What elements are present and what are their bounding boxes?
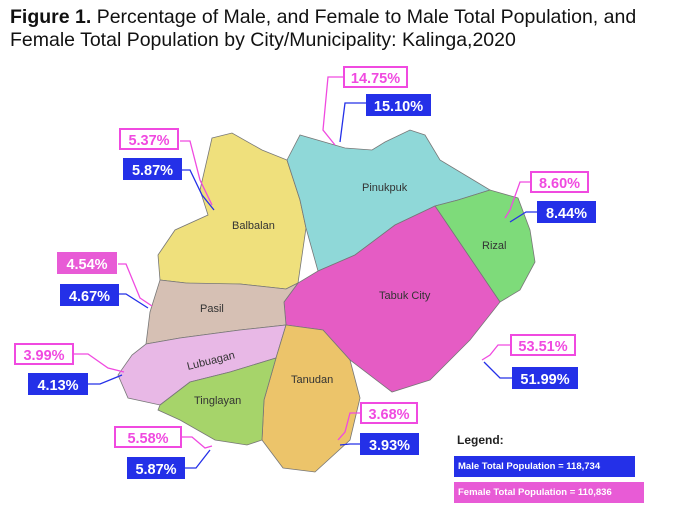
- rizal-male-pct: 8.44%: [537, 201, 596, 223]
- region-balbalan[interactable]: [157, 132, 307, 290]
- label-rizal: Rizal: [482, 240, 506, 252]
- figure-title: Figure 1. Percentage of Male, and Female…: [10, 6, 690, 52]
- region-rizal[interactable]: [434, 189, 536, 303]
- tinglayan-male-pct: 5.87%: [127, 457, 185, 479]
- label-pinukpuk: Pinukpuk: [362, 182, 408, 194]
- legend-female: Female Total Population = 110,836: [454, 482, 644, 503]
- balbalan-female-pct: 5.37%: [119, 128, 179, 150]
- label-tanudan: Tanudan: [291, 374, 333, 386]
- lubuagan-male-pct: 4.13%: [28, 373, 88, 395]
- region-pinukpuk[interactable]: [286, 129, 491, 272]
- pinukpuk-male-pct: 15.10%: [366, 94, 431, 116]
- pasil-male-pct: 4.67%: [60, 284, 119, 306]
- region-pasil[interactable]: [145, 279, 299, 345]
- figure-label: Figure 1.: [10, 6, 92, 28]
- legend-title: Legend:: [457, 433, 504, 447]
- label-tabuk-city: Tabuk City: [379, 290, 431, 302]
- tabuk-city-male-pct: 51.99%: [512, 367, 578, 389]
- tabuk-city-female-pct: 53.51%: [510, 334, 576, 356]
- tanudan-male-pct: 3.93%: [360, 433, 419, 455]
- tanudan-female-pct: 3.68%: [360, 402, 418, 424]
- figure-caption: Percentage of Male, and Female to Male T…: [10, 6, 637, 51]
- balbalan-male-pct: 5.87%: [123, 158, 182, 180]
- lubuagan-female-pct: 3.99%: [14, 343, 74, 365]
- region-tinglayan[interactable]: [157, 357, 277, 446]
- label-balbalan: Balbalan: [232, 220, 275, 232]
- label-pasil: Pasil: [200, 303, 224, 315]
- pasil-female-pct: 4.54%: [57, 252, 117, 274]
- tinglayan-female-pct: 5.58%: [114, 426, 182, 448]
- rizal-female-pct: 8.60%: [530, 171, 589, 193]
- pinukpuk-female-pct: 14.75%: [343, 66, 408, 88]
- legend-male: Male Total Population = 118,734: [454, 456, 635, 477]
- label-tinglayan: Tinglayan: [194, 395, 241, 407]
